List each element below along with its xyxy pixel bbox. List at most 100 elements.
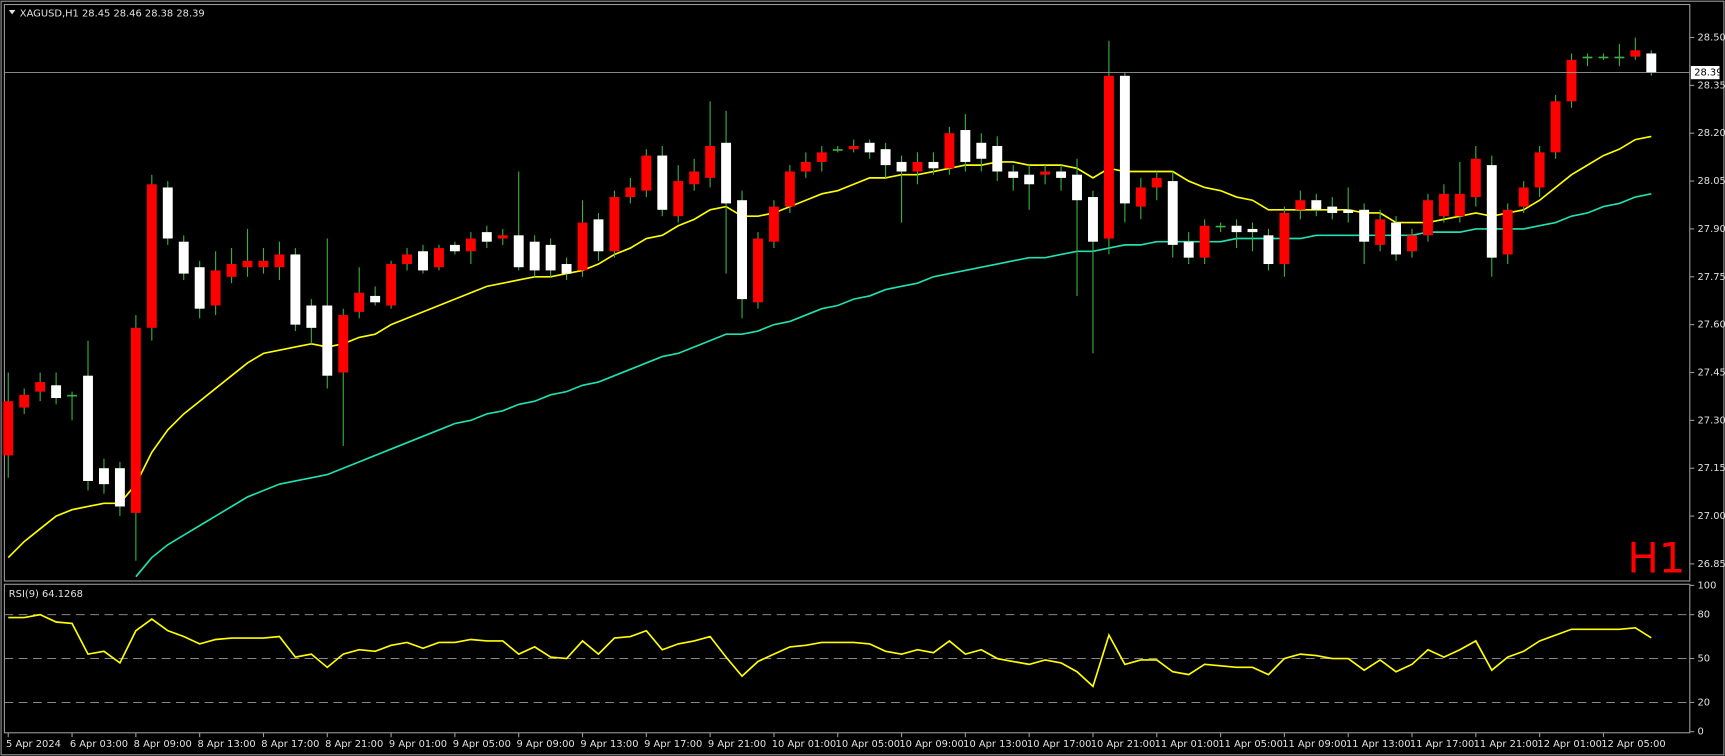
x-tick-label: 11 Apr 01:00 xyxy=(1155,739,1220,750)
current-price-box xyxy=(1690,66,1720,80)
candle-body xyxy=(689,171,700,185)
candle-body xyxy=(1088,197,1098,242)
chart-title: XAGUSD,H1 28.45 28.46 28.38 28.39 xyxy=(20,8,205,19)
candle-body xyxy=(1438,193,1449,217)
candle-body xyxy=(83,375,93,481)
candle-body xyxy=(864,142,875,153)
x-tick-label: 10 Apr 01:00 xyxy=(772,739,837,750)
candle-body xyxy=(1040,171,1051,175)
candle-body xyxy=(1327,206,1338,213)
rsi-title: RSI(9) 64.1268 xyxy=(9,589,83,600)
candle-body xyxy=(226,264,237,277)
candle-body xyxy=(418,251,428,271)
x-tick-label: 8 Apr 13:00 xyxy=(197,739,255,750)
candle-body xyxy=(1502,209,1513,255)
y-tick-label: 27.00 xyxy=(1697,511,1725,522)
annotation: H1 xyxy=(1627,534,1685,583)
x-tick-label: 5 Apr 2024 xyxy=(6,739,61,750)
y-tick-label: 26.85 xyxy=(1697,559,1725,570)
candle-body xyxy=(1518,187,1529,207)
candle-body xyxy=(306,305,317,328)
y-tick-label: 27.90 xyxy=(1697,224,1725,235)
candle-body xyxy=(625,187,636,198)
x-tick-label: 11 Apr 09:00 xyxy=(1282,739,1347,750)
candle-body xyxy=(99,468,109,485)
candle-body xyxy=(545,244,556,271)
x-tick-label: 8 Apr 17:00 xyxy=(261,739,319,750)
candle-body xyxy=(322,305,333,376)
x-tick-label: 10 Apr 09:00 xyxy=(899,739,964,750)
candle-body xyxy=(1359,209,1370,242)
candle-body xyxy=(1056,171,1067,178)
candle-body xyxy=(1407,235,1417,252)
candle-body xyxy=(1391,222,1402,255)
candle-body xyxy=(944,133,955,169)
candle-body xyxy=(1008,171,1019,178)
candle-body xyxy=(832,149,843,151)
x-tick-label: 8 Apr 21:00 xyxy=(325,739,383,750)
candle-body xyxy=(19,394,30,408)
y-tick-label: 28.20 xyxy=(1697,128,1725,139)
candle-body xyxy=(146,184,157,328)
candle-body xyxy=(1486,165,1497,258)
candle-body xyxy=(800,161,811,172)
candle-body xyxy=(1598,56,1609,59)
candle-body xyxy=(992,145,1003,172)
y-tick-label: 28.05 xyxy=(1697,176,1725,187)
candle-body xyxy=(1550,101,1561,153)
x-tick-label: 9 Apr 05:00 xyxy=(453,739,511,750)
rsi-line xyxy=(8,613,1652,688)
candle-body xyxy=(1072,174,1082,201)
candle-body xyxy=(1375,219,1386,245)
x-tick-label: 10 Apr 05:00 xyxy=(836,739,901,750)
candle-body xyxy=(784,171,795,207)
candle-body xyxy=(561,264,572,274)
candle-body xyxy=(386,264,397,306)
candle-body xyxy=(1295,200,1306,210)
candle-body xyxy=(1279,212,1290,265)
candle-body xyxy=(67,394,78,397)
x-tick-label: 6 Apr 03:00 xyxy=(70,739,128,750)
x-tick-label: 11 Apr 05:00 xyxy=(1218,739,1283,750)
candle-body xyxy=(1103,75,1114,239)
candle-body xyxy=(928,161,939,169)
y-tick-label: 27.30 xyxy=(1697,415,1725,426)
y-tick-label: 80 xyxy=(1697,610,1710,621)
candle-body xyxy=(657,155,668,210)
x-tick-label: 9 Apr 17:00 xyxy=(644,739,702,750)
x-tick-label: 10 Apr 13:00 xyxy=(963,739,1027,750)
candle-body xyxy=(51,385,62,399)
candle-body xyxy=(1614,56,1625,59)
candle-body xyxy=(35,382,46,392)
candle-body xyxy=(210,270,221,306)
candle-body xyxy=(194,267,205,309)
candle-body xyxy=(481,232,492,242)
x-tick-label: 8 Apr 09:00 xyxy=(134,739,192,750)
candle-body xyxy=(1135,187,1146,207)
candle-body xyxy=(1231,225,1242,233)
candle-body xyxy=(912,161,923,172)
x-tick-label: 12 Apr 05:00 xyxy=(1601,739,1666,750)
y-tick-label: 50 xyxy=(1697,654,1710,665)
candle-body xyxy=(1566,59,1577,102)
x-tick-label: 9 Apr 01:00 xyxy=(389,739,447,750)
x-tick-label: 9 Apr 21:00 xyxy=(708,739,766,750)
current-price-label: 28.39 xyxy=(1694,68,1722,79)
y-tick-label: 100 xyxy=(1697,580,1716,591)
candle-body xyxy=(1119,75,1130,204)
candle-body xyxy=(1582,56,1593,59)
x-tick-label: 10 Apr 17:00 xyxy=(1027,739,1092,750)
candle-body xyxy=(593,219,604,252)
candle-body xyxy=(434,248,444,268)
candle-body xyxy=(753,238,763,303)
candle-body xyxy=(1630,50,1641,57)
candle-body xyxy=(1343,209,1354,213)
x-tick-label: 9 Apr 13:00 xyxy=(580,739,638,750)
x-tick-label: 10 Apr 21:00 xyxy=(1091,739,1155,750)
y-tick-label: 0 xyxy=(1697,727,1703,738)
candle-body xyxy=(1311,200,1322,210)
candle-body xyxy=(242,260,253,268)
